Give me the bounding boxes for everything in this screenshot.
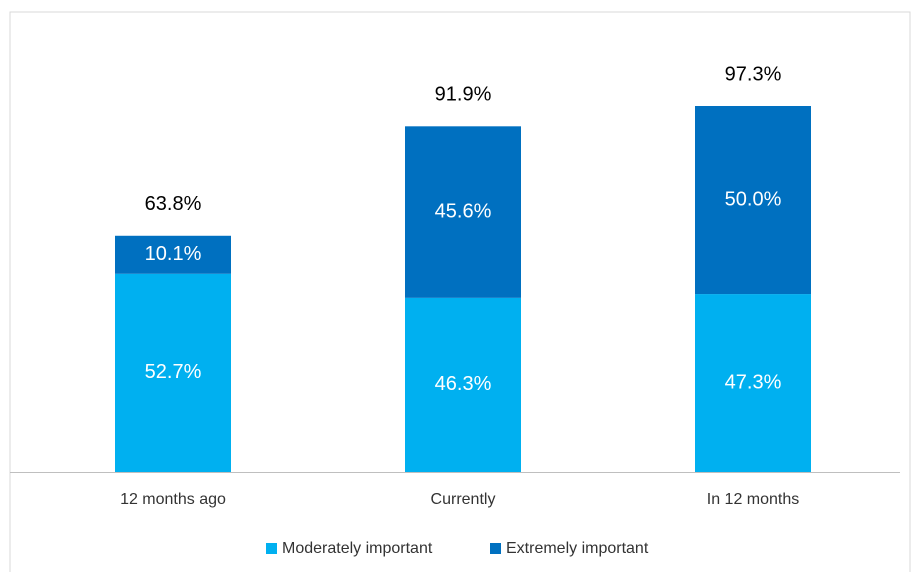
value-label: 10.1%: [145, 243, 202, 265]
value-label: 47.3%: [725, 371, 782, 393]
bar-segment: [405, 297, 521, 472]
x-tick-label: In 12 months: [707, 491, 800, 508]
chart-frame: [9, 11, 911, 572]
total-label: 63.8%: [145, 193, 202, 215]
total-label: 97.3%: [725, 63, 782, 85]
bar-segment: [405, 126, 521, 298]
legend-swatch: [490, 543, 501, 554]
x-tick-label: 12 months ago: [120, 491, 226, 508]
legend-swatch: [266, 543, 277, 554]
value-label: 45.6%: [435, 200, 492, 222]
bar-segment: [695, 294, 811, 472]
x-tick-label: Currently: [431, 491, 496, 508]
bar-segment: [115, 273, 231, 472]
value-label: 52.7%: [145, 361, 202, 383]
bar-segment: [115, 235, 231, 274]
bar-segment: [695, 106, 811, 295]
value-label: 46.3%: [435, 373, 492, 395]
legend-label: Extremely important: [506, 540, 649, 557]
value-label: 50.0%: [725, 188, 782, 210]
total-label: 91.9%: [435, 84, 492, 106]
legend-label: Moderately important: [282, 540, 433, 557]
